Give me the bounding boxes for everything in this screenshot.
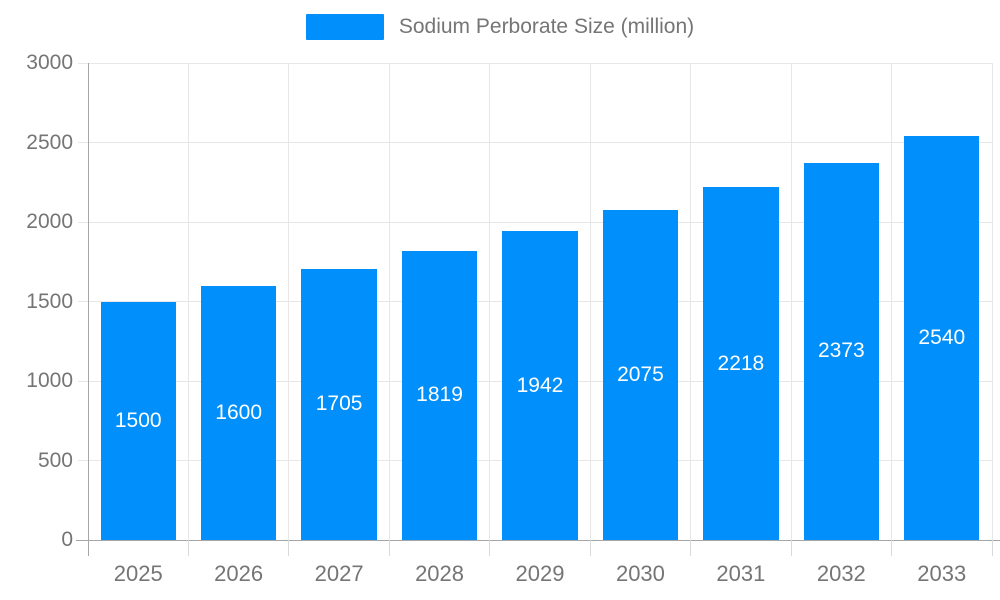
y-tick [78,301,88,302]
bar [401,250,478,540]
y-tick-label: 0 [61,528,73,551]
y-tick-label: 3000 [26,51,73,74]
v-gridline [891,63,893,540]
y-tick [78,460,88,461]
x-tick [388,540,390,556]
x-tick-label: 2031 [716,561,766,586]
bar-value-label: 2218 [717,351,765,375]
x-tick-label: 2029 [515,561,565,586]
bar [602,210,679,540]
y-tick-label: 2500 [26,130,73,154]
y-tick [78,380,88,382]
x-tick-label: 2027 [314,561,364,586]
x-tick-label: 2033 [917,561,967,586]
x-tick-label: 2032 [816,561,866,586]
legend-label: Sodium Perborate Size (million) [398,15,695,38]
h-gridline [88,62,992,64]
x-tick-label: 2028 [415,561,465,586]
x-tick [891,540,893,556]
v-gridline [388,63,390,540]
bar-value-label: 1705 [315,392,363,416]
x-tick [790,540,792,556]
y-tick-label: 2000 [26,210,73,233]
v-gridline [288,63,290,540]
v-gridline [489,63,491,540]
y-tick [78,142,88,143]
bar [301,268,377,540]
v-gridline [690,63,692,540]
bar-value-label: 2540 [918,326,966,350]
bar-value-label: 2075 [617,363,664,387]
x-tick-label: 2030 [615,561,665,586]
x-tick-label: 2026 [214,561,264,586]
v-gridline [991,63,993,540]
x-tick [690,540,692,556]
bar [703,187,779,540]
x-tick [187,540,189,556]
legend-swatch [305,14,384,40]
bar [803,162,879,540]
y-axis-line [87,63,89,556]
y-tick-label: 1500 [26,289,73,313]
v-gridline [589,63,591,540]
bar [100,301,176,540]
bar [502,231,578,540]
h-gridline [88,221,992,223]
x-tick [991,540,993,556]
x-tick [589,540,591,556]
bar-value-label: 1942 [516,373,564,397]
x-tick-label: 2025 [113,561,163,586]
x-tick [489,540,491,556]
v-gridline [187,63,189,540]
y-tick-label: 1000 [26,369,73,392]
x-axis-line [76,539,1000,541]
bar-value-label: 1819 [416,383,463,407]
bar-value-label: 2373 [817,339,865,363]
x-tick [288,540,290,556]
bar [904,136,980,540]
h-gridline [88,142,992,143]
v-gridline [790,63,792,540]
y-tick [78,62,88,64]
y-tick [78,221,88,223]
bar [201,285,277,540]
y-tick-label: 500 [37,448,73,472]
bar-value-label: 1500 [114,408,162,432]
legend-item[interactable]: Sodium Perborate Size (million) [0,14,1000,40]
bar-value-label: 1600 [215,400,263,424]
